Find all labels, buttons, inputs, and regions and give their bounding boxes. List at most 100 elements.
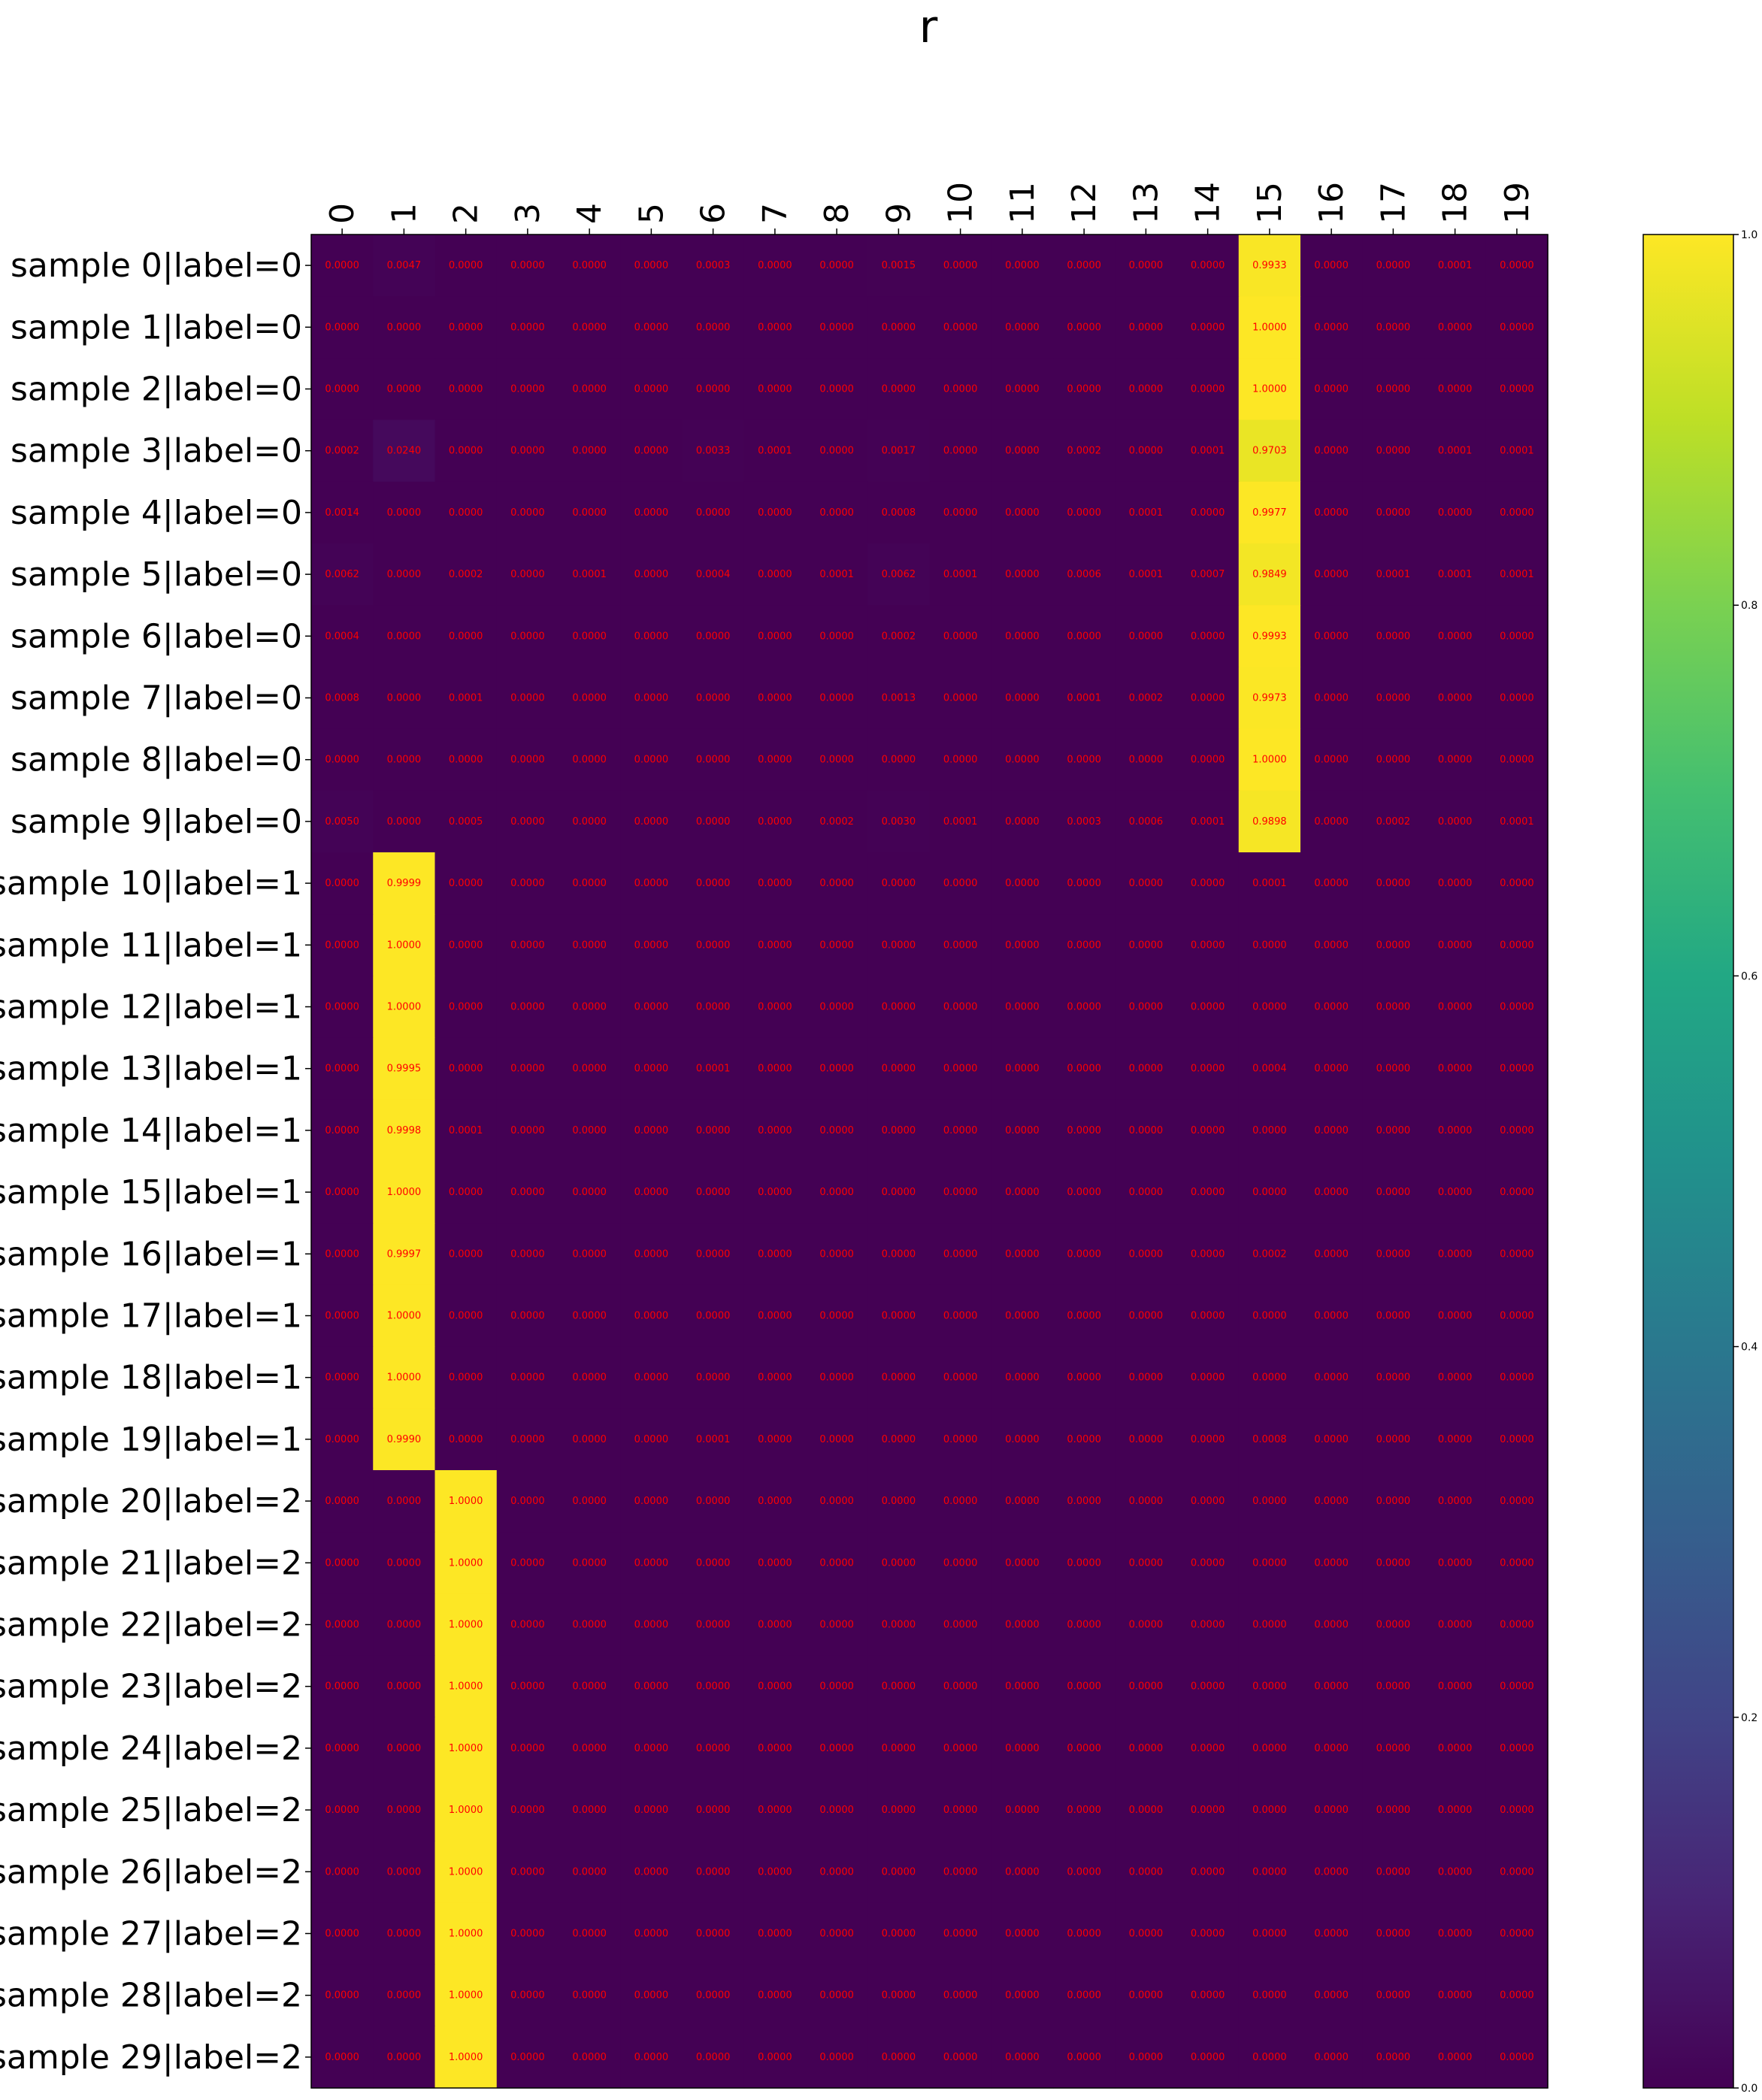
- cell-value-label: 0.0000: [1005, 1557, 1040, 1569]
- heatmap-cell: [806, 1779, 868, 1841]
- heatmap-cell: [434, 1223, 498, 1285]
- heatmap-cell: [1485, 1037, 1549, 1100]
- cell-value-label: 0.0000: [1252, 940, 1287, 951]
- heatmap-cell: [1115, 1223, 1178, 1285]
- heatmap-cell: [559, 235, 621, 297]
- cell-value-label: 0.0000: [819, 1743, 854, 1754]
- cell-value-label: 0.0000: [1500, 1434, 1534, 1445]
- cell-value-label: 0.0000: [943, 1681, 978, 1693]
- cell-value-label: 0.0000: [1314, 1743, 1349, 1754]
- cell-value-label: 0.0000: [634, 446, 669, 457]
- row-tick-label: sample 16|label=1: [0, 1235, 302, 1273]
- heatmap-cell: [743, 1346, 807, 1409]
- heatmap-cell: [1176, 976, 1240, 1039]
- heatmap-cell: [1485, 1161, 1549, 1224]
- cell-value-label: 0.0000: [1005, 940, 1040, 951]
- heatmap-cell: [311, 358, 374, 421]
- cell-value-label: 0.0000: [696, 631, 731, 642]
- cell-value-label: 0.0000: [1129, 631, 1164, 642]
- heatmap-cell: [1176, 1346, 1240, 1409]
- heatmap-cell: [434, 667, 498, 730]
- cell-value-label: 0.0001: [572, 569, 607, 580]
- cell-value-label: 1.0000: [387, 940, 422, 951]
- heatmap-cell: [559, 976, 621, 1039]
- heatmap-cell: [1362, 296, 1425, 359]
- heatmap-cell: [991, 358, 1054, 421]
- cell-value-label: 0.0004: [1252, 1064, 1287, 1075]
- heatmap-cell: [1053, 1655, 1116, 1718]
- cell-value-label: 0.0017: [882, 446, 916, 457]
- cell-value-label: 0.0050: [325, 816, 359, 828]
- cell-value-label: 0.0000: [1005, 2052, 1040, 2063]
- cell-value-label: 0.0000: [1191, 1434, 1225, 1445]
- heatmap-cell: [1362, 1408, 1425, 1471]
- cell-value-label: 0.0000: [572, 693, 607, 704]
- heatmap-cell: [559, 1161, 621, 1224]
- cell-value-label: 0.0000: [758, 1311, 792, 1322]
- column-tick-label: 16: [1312, 182, 1351, 224]
- heatmap-cell: [559, 605, 621, 667]
- cell-value-label: 0.0000: [572, 1496, 607, 1507]
- cell-value-label: 0.0000: [1376, 1557, 1411, 1569]
- heatmap-cell: [991, 1902, 1054, 1965]
- heatmap-cell: [682, 914, 745, 976]
- heatmap-cell: [867, 1099, 931, 1162]
- heatmap-cell: [1238, 1223, 1301, 1285]
- heatmap-cell: [682, 1841, 745, 1903]
- heatmap-cell: [1238, 419, 1301, 483]
- cell-value-label: 0.0000: [1005, 384, 1040, 395]
- cell-value-label: 0.0000: [882, 1002, 916, 1013]
- heatmap-cell: [1485, 790, 1549, 853]
- cell-value-label: 0.0000: [325, 1866, 359, 1878]
- cell-value-label: 0.0000: [510, 755, 545, 766]
- cell-value-label: 0.0000: [510, 1434, 545, 1445]
- heatmap-cell: [1424, 728, 1487, 791]
- heatmap-cell: [620, 481, 683, 544]
- cell-value-label: 0.0002: [882, 631, 916, 642]
- heatmap-cell: [1485, 1470, 1549, 1533]
- cell-value-label: 0.0000: [696, 1557, 731, 1569]
- cell-value-label: 0.0000: [325, 1311, 359, 1322]
- cell-value-label: 0.0000: [1252, 2052, 1287, 2063]
- row-tick-label: sample 23|label=2: [0, 1668, 302, 1706]
- heatmap-cell: [1115, 1593, 1178, 1657]
- heatmap-cell: [806, 2026, 868, 2089]
- cell-value-label: 0.0000: [1191, 1372, 1225, 1384]
- heatmap-cell: [311, 852, 374, 915]
- cell-value-label: 0.0000: [1438, 507, 1473, 519]
- cell-value-label: 0.0000: [1438, 1990, 1473, 2002]
- cell-value-label: 0.0000: [1500, 1496, 1534, 1507]
- heatmap-cell: [1053, 1161, 1116, 1224]
- heatmap-cell: [559, 1099, 621, 1162]
- cell-value-label: 0.0000: [882, 1311, 916, 1322]
- cell-value-label: 0.0000: [510, 1372, 545, 1384]
- cell-value-label: 0.0000: [882, 2052, 916, 2063]
- heatmap-cell: [434, 1964, 498, 2027]
- heatmap-cell: [1424, 667, 1487, 730]
- heatmap-cell: [806, 358, 868, 421]
- heatmap-cell: [1115, 1346, 1178, 1409]
- heatmap-cell: [373, 481, 436, 544]
- cell-value-label: 0.0000: [572, 940, 607, 951]
- heatmap-cell: [620, 605, 683, 667]
- cell-value-label: 0.0000: [1376, 1125, 1411, 1136]
- heatmap-cell: [620, 1408, 683, 1471]
- cell-value-label: 0.9849: [1252, 569, 1287, 580]
- heatmap-cell: [1053, 358, 1116, 421]
- heatmap-cell: [1362, 481, 1425, 544]
- heatmap-cell: [496, 914, 559, 976]
- cell-value-label: 0.0000: [1500, 1557, 1534, 1569]
- heatmap-cell: [1300, 1470, 1363, 1533]
- heatmap-cell: [743, 1285, 807, 1348]
- cell-value-label: 0.0000: [1129, 446, 1164, 457]
- heatmap-cell: [1176, 790, 1240, 853]
- heatmap-cell: [1176, 1408, 1240, 1471]
- heatmap-cell: [867, 1037, 931, 1100]
- cell-value-label: 0.0000: [325, 384, 359, 395]
- heatmap-cell: [311, 1532, 374, 1594]
- heatmap-cell: [1300, 1655, 1363, 1718]
- heatmap-cell: [743, 1964, 807, 2027]
- column-tick-label: 12: [1065, 182, 1104, 224]
- cell-value-label: 0.0000: [1067, 1805, 1101, 1816]
- heatmap-cell: [1300, 605, 1363, 667]
